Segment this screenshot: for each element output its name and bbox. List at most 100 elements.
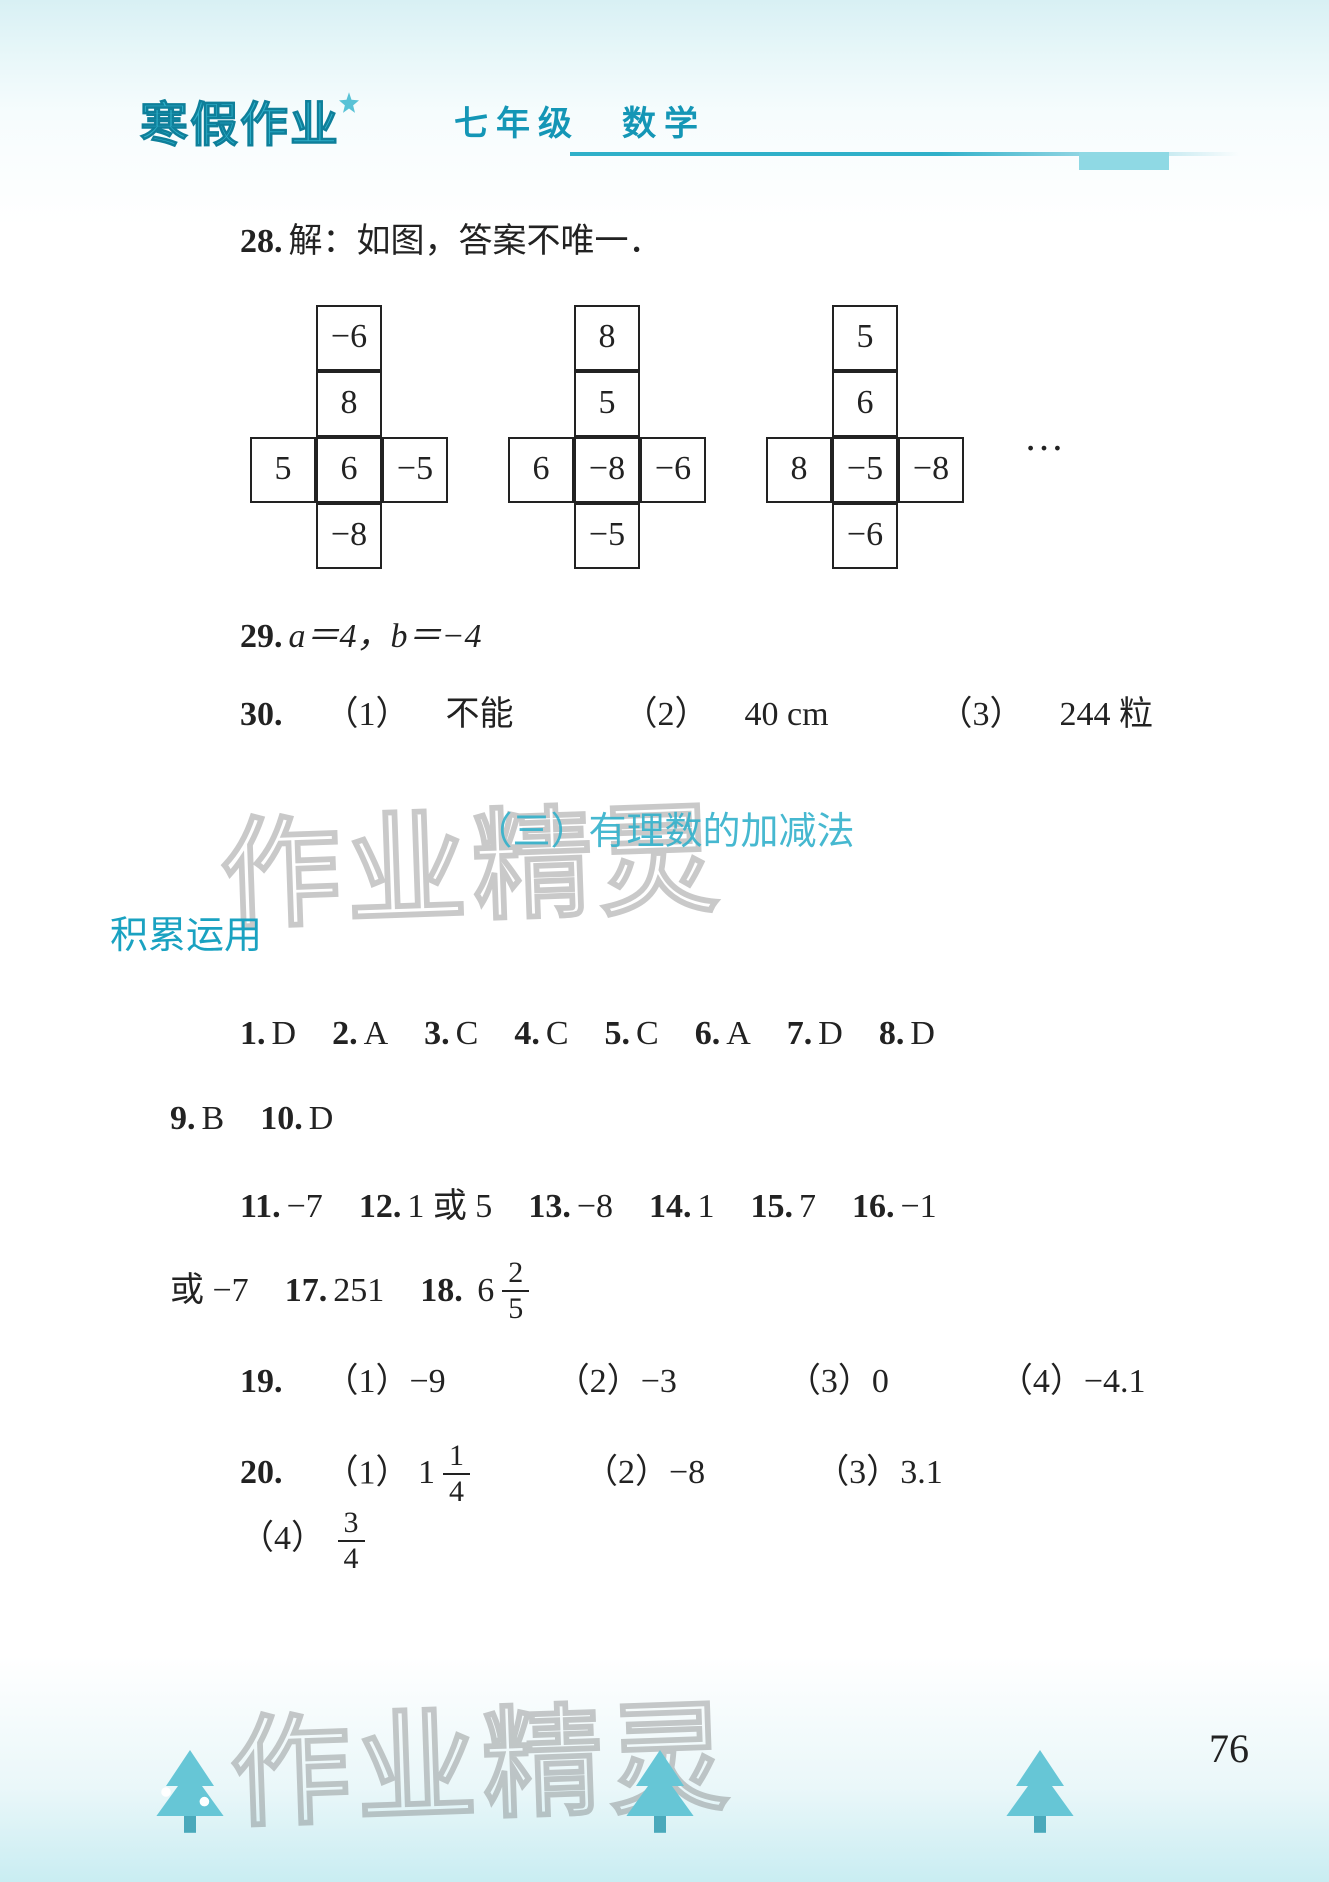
ellipsis: …: [1024, 399, 1068, 475]
answer-text: a＝4，b＝−4: [289, 605, 482, 670]
question-number: 28.: [240, 210, 283, 275]
question-number: 15.: [751, 1188, 794, 1225]
answer-text: 3.1: [900, 1454, 943, 1491]
grid-cell: 8: [316, 371, 382, 437]
question-number: 8.: [879, 1015, 905, 1052]
grid-cell: 5: [832, 305, 898, 371]
part-label: （4）: [240, 1520, 325, 1557]
answer-text: C: [546, 1015, 569, 1052]
header-tab-accent: [1079, 152, 1169, 170]
mc-row-2: 9.B 10.D: [170, 1087, 1159, 1152]
star-icon: [334, 91, 364, 121]
fraction-numerator: 2: [502, 1258, 529, 1292]
grid-cell: 5: [574, 371, 640, 437]
answer-text: D: [309, 1100, 334, 1137]
answer-q29: 29. a＝4，b＝−4: [240, 605, 1159, 670]
cross-figures: −6 8 5 6 −5 −8 8 5 6 −8 −6 −5 5 6 8 −5 −…: [250, 305, 1159, 569]
fraction: 1 4: [443, 1441, 470, 1507]
mixed-fraction: 1 1 4: [418, 1441, 474, 1507]
answer-text: 244 粒: [1060, 683, 1154, 748]
cross-diagram: 5 6 8 −5 −8 −6: [766, 305, 964, 569]
fraction-denominator: 5: [508, 1292, 523, 1324]
subsection-heading: 积累运用: [110, 900, 1159, 972]
question-number: 16.: [852, 1188, 895, 1225]
grid-cell: −6: [640, 437, 706, 503]
question-number: 17.: [285, 1272, 328, 1309]
part-label: （4）: [999, 1363, 1084, 1400]
part-label: （1）: [325, 683, 410, 748]
answer-text: −1: [901, 1188, 937, 1225]
content-area: 28. 解：如图，答案不唯一． −6 8 5 6 −5 −8 8 5 6 −8 …: [170, 210, 1159, 1692]
answer-q28: 28. 解：如图，答案不唯一．: [240, 210, 1159, 275]
part-label: （1）: [325, 1454, 410, 1491]
answer-text: D: [910, 1015, 935, 1052]
answer-text: B: [202, 1100, 225, 1137]
fraction-numerator: 1: [443, 1441, 470, 1475]
question-number: 14.: [649, 1188, 692, 1225]
page-number: 76: [1209, 1725, 1249, 1772]
part-label: （3）: [939, 683, 1024, 748]
part-label: （2）: [556, 1363, 641, 1400]
answer-text: D: [818, 1015, 843, 1052]
section-title: （三）有理数的加减法: [170, 796, 1159, 868]
answer-text: −7: [287, 1188, 323, 1225]
grid-cell: −8: [898, 437, 964, 503]
answer-text: 7: [799, 1188, 816, 1225]
grid-cell: 6: [832, 371, 898, 437]
mixed-fraction: 6 2 5: [477, 1258, 533, 1324]
question-number: 30.: [240, 683, 283, 748]
question-number: 13.: [528, 1188, 571, 1225]
answer-text: 0: [872, 1363, 889, 1400]
fill-row-1: 11.−7 12.1 或 5 13.−8 14.1 15.7 16.−1: [240, 1175, 1159, 1240]
question-number: 9.: [170, 1100, 196, 1137]
question-number: 5.: [605, 1015, 631, 1052]
question-number: 29.: [240, 605, 283, 670]
grid-cell: −6: [316, 305, 382, 371]
question-number: 18.: [420, 1272, 463, 1309]
page-header: 寒假作业 七年级 数学: [140, 80, 1239, 160]
grid-cell: −8: [316, 503, 382, 569]
question-number: 10.: [260, 1100, 303, 1137]
question-number: 2.: [332, 1015, 358, 1052]
answer-text: 1: [698, 1188, 715, 1225]
grid-cell: 6: [316, 437, 382, 503]
question-number: 7.: [787, 1015, 813, 1052]
fraction-integer: 6: [477, 1259, 494, 1324]
grid-cell: −6: [832, 503, 898, 569]
answer-text: 40 cm: [745, 683, 829, 748]
fraction-denominator: 4: [344, 1542, 359, 1574]
answer-text: A: [726, 1015, 751, 1052]
answer-text: −8: [669, 1454, 705, 1491]
snow-tree-icon: [980, 1742, 1100, 1842]
grid-cell: 8: [766, 437, 832, 503]
part-label: （3）: [787, 1363, 872, 1400]
grid-cell: 6: [508, 437, 574, 503]
workbook-title-text: 寒假作业: [140, 85, 340, 155]
question-number: 6.: [695, 1015, 721, 1052]
answer-text: −4.1: [1084, 1363, 1146, 1400]
fraction-denominator: 4: [449, 1475, 464, 1507]
fraction: 3 4: [338, 1508, 365, 1574]
cross-diagram: −6 8 5 6 −5 −8: [250, 305, 448, 569]
question-number: 1.: [240, 1015, 266, 1052]
fill-row-2: 或 −7 17.251 18. 6 2 5: [170, 1258, 1159, 1324]
grid-cell: −5: [574, 503, 640, 569]
answer-text: −9: [410, 1363, 446, 1400]
question-number: 19.: [240, 1350, 283, 1415]
answer-q19: 19. （1）−9 （2）−3 （3）0 （4）−4.1: [240, 1350, 1159, 1415]
answer-text: 1 或 5: [407, 1188, 492, 1225]
answer-text: 解：如图，答案不唯一．: [289, 210, 663, 275]
grid-cell: −5: [832, 437, 898, 503]
answer-text: −8: [577, 1188, 613, 1225]
answer-text: C: [456, 1015, 479, 1052]
grade-subject: 七年级 数学: [454, 96, 706, 145]
question-number: 12.: [359, 1188, 402, 1225]
question-number: 4.: [514, 1015, 540, 1052]
answer-text: C: [636, 1015, 659, 1052]
answer-text: A: [364, 1015, 389, 1052]
workbook-title: 寒假作业: [140, 85, 364, 155]
part-label: （2）: [624, 683, 709, 748]
fraction-integer: 1: [418, 1441, 435, 1506]
answer-q30: 30. （1） 不能 （2） 40 cm （3） 244 粒: [240, 683, 1159, 748]
answer-text: 不能: [446, 683, 514, 748]
